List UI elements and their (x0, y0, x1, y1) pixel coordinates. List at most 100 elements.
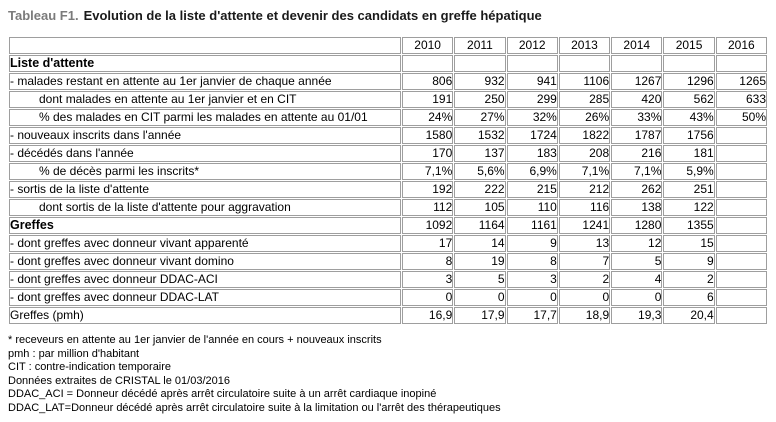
table-row: % de décès parmi les inscrits* 7,1% 5,6% 6,… (9, 163, 767, 180)
row-label: - dont greffes avec donneur vivant appar… (9, 235, 401, 252)
table-cell: 122 (663, 199, 715, 216)
year-header-cell: 2010 (402, 37, 454, 54)
table-cell: 18,9 (558, 307, 611, 324)
row-label: dont malades en attente au 1er janvier e… (9, 91, 401, 108)
table-cell: 50% (715, 109, 767, 126)
table-cell: 1580 (402, 127, 454, 144)
table-row: - dont greffes avec donneur vivant domin… (9, 253, 767, 270)
table-cell: 27% (454, 109, 506, 126)
footnote-line: CIT : contre-indication temporaire (8, 361, 172, 373)
year-header-cell: 2014 (611, 37, 663, 54)
table-cell: 17,9 (454, 307, 506, 324)
year-header-cell: 2015 (663, 37, 715, 54)
table-cell: 6 (663, 289, 715, 306)
table-cell: 5 (454, 271, 506, 288)
table-cell: 2 (663, 271, 715, 288)
table-cell: 7 (558, 253, 611, 270)
table-cell: 1355 (663, 217, 715, 234)
table-cell: 208 (558, 145, 611, 162)
table-cell: 137 (454, 145, 506, 162)
table-cell: 183 (506, 145, 558, 162)
table-cell: 5 (611, 253, 663, 270)
table-cell: 13 (558, 235, 611, 252)
table-row: - nouveaux inscrits dans l'année 1580 1532… (9, 127, 767, 144)
table-cell: 633 (715, 91, 767, 108)
table-cell: 1161 (506, 217, 558, 234)
footnote-line: DDAC_ACI = Donneur décédé après arrêt ci… (8, 388, 437, 400)
table-cell: 1241 (558, 217, 611, 234)
table-cell: 6,9% (506, 163, 558, 180)
table-cell: 5,6% (454, 163, 506, 180)
footnotes: * receveurs en attente au 1er janvier de… (8, 334, 768, 415)
table-cell: 9 (663, 253, 715, 270)
table-row: - décédés dans l'année 170 137 183 208 216 181 (9, 145, 767, 162)
table-number-label: Tableau F1. (8, 8, 79, 23)
table-cell: 562 (663, 91, 715, 108)
table-row: dont malades en attente au 1er janvier e… (9, 91, 767, 108)
table-cell: 19 (454, 253, 506, 270)
table-cell (715, 307, 767, 324)
waiting-list-table: 2010 2011 2012 2013 2014 2015 2016 Liste d'att… (8, 36, 768, 325)
table-cell: 420 (611, 91, 663, 108)
table-cell (715, 55, 767, 72)
table-cell: 299 (506, 91, 558, 108)
table-cell: 932 (454, 73, 506, 90)
table-cell (506, 55, 558, 72)
table-row: - malades restant en attente au 1er janv… (9, 73, 767, 90)
table-cell: 262 (611, 181, 663, 198)
table-cell: 116 (558, 199, 611, 216)
table-cell: 3 (506, 271, 558, 288)
table-cell: 5,9% (663, 163, 715, 180)
table-cell: 1756 (663, 127, 715, 144)
table-cell: 0 (402, 289, 454, 306)
table-cell: 251 (663, 181, 715, 198)
table-cell: 9 (506, 235, 558, 252)
row-label: Greffes (pmh) (9, 307, 401, 324)
table-cell: 12 (611, 235, 663, 252)
footnote-line: DDAC_LAT=Donneur décédé après arrêt circ… (8, 401, 501, 414)
table-cell: 8 (506, 253, 558, 270)
table-cell: 1164 (454, 217, 506, 234)
table-cell: 20,4 (663, 307, 715, 324)
table-cell: 222 (454, 181, 506, 198)
table-cell (715, 163, 767, 180)
table-cell (715, 181, 767, 198)
table-cell: 170 (402, 145, 454, 162)
footnote-line: Données extraites de CRISTAL le 01/03/20… (8, 374, 230, 387)
table-cell: 1280 (611, 217, 663, 234)
table-cell: 16,9 (402, 307, 454, 324)
table-row: Liste d'attente (9, 55, 767, 72)
row-label: - décédés dans l'année (9, 145, 401, 162)
table-cell: 8 (402, 253, 454, 270)
table-row: Greffes (pmh) 16,9 17,9 17,7 18,9 19,3 20,4 (9, 307, 767, 324)
table-cell: 15 (663, 235, 715, 252)
table-cell: 43% (663, 109, 715, 126)
table-cell: 0 (558, 289, 611, 306)
table-row: - sortis de la liste d'attente 192 222 215 2… (9, 181, 767, 198)
table-cell: 1106 (558, 73, 611, 90)
table-cell: 3 (402, 271, 454, 288)
table-cell (663, 55, 715, 72)
table-cell: 181 (663, 145, 715, 162)
year-header-cell: 2016 (715, 37, 767, 54)
table-cell: 1265 (715, 73, 767, 90)
table-cell: 7,1% (402, 163, 454, 180)
row-label: - dont greffes avec donneur vivant domin… (9, 253, 401, 270)
row-label: dont sortis de la liste d'attente pour a… (9, 199, 401, 216)
row-label: - dont greffes avec donneur DDAC-LAT (9, 289, 401, 306)
table-row: % des malades en CIT parmi les malades e… (9, 109, 767, 126)
table-cell: 33% (611, 109, 663, 126)
table-cell: 26% (558, 109, 611, 126)
table-cell: 138 (611, 199, 663, 216)
table-cell: 1822 (558, 127, 611, 144)
table-row: - dont greffes avec donneur DDAC-LAT 0 0 0 0… (9, 289, 767, 306)
table-cell: 1724 (506, 127, 558, 144)
row-label: Greffes (9, 217, 401, 234)
table-title: Tableau F1. Evolution de la liste d'atten… (8, 8, 768, 24)
footnote-line: * receveurs en attente au 1er janvier de… (8, 334, 382, 346)
row-label: - sortis de la liste d'attente (9, 181, 401, 198)
table-cell: 14 (454, 235, 506, 252)
table-cell: 7,1% (558, 163, 611, 180)
table-cell (715, 217, 767, 234)
